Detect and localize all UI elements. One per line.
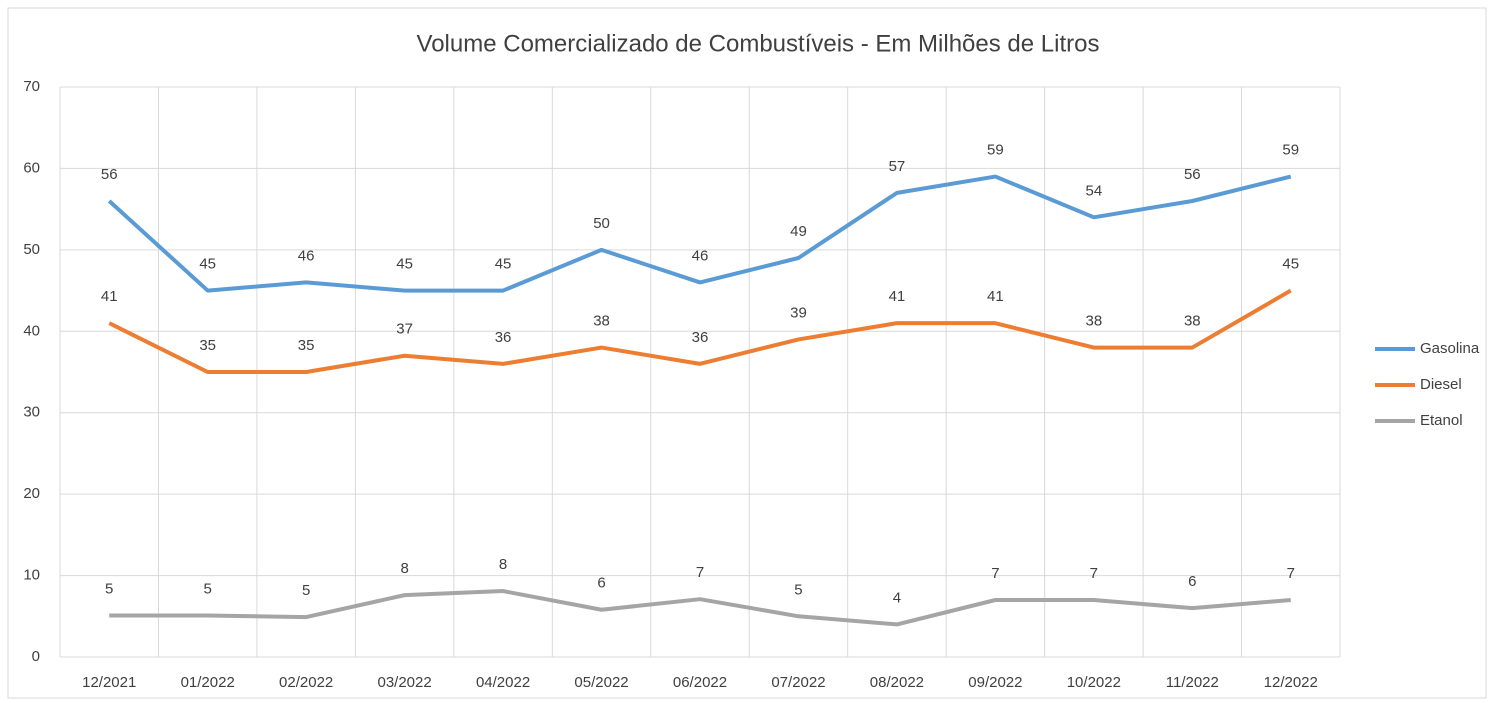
data-label: 45: [495, 256, 512, 273]
data-label: 50: [593, 215, 610, 232]
legend-label: Etanol: [1420, 412, 1463, 429]
data-label: 37: [396, 321, 413, 338]
data-label: 8: [499, 556, 507, 573]
x-tick-label: 03/2022: [377, 674, 431, 691]
x-tick-label: 07/2022: [771, 674, 825, 691]
series-line: [107, 174, 1292, 293]
series-line: [108, 288, 1292, 374]
legend-label: Gasolina: [1420, 340, 1480, 357]
data-label: 38: [1184, 313, 1201, 330]
data-label: 5: [105, 580, 113, 597]
data-label: 45: [396, 256, 413, 273]
x-tick-label: 08/2022: [870, 674, 924, 691]
x-tick-label: 10/2022: [1067, 674, 1121, 691]
data-label: 5: [302, 582, 310, 599]
data-label: 41: [889, 288, 906, 305]
data-label: 54: [1086, 182, 1103, 199]
data-label: 5: [204, 580, 212, 597]
data-label: 56: [1184, 166, 1201, 183]
y-tick-label: 50: [23, 241, 40, 258]
data-label: 49: [790, 223, 807, 240]
data-label: 36: [495, 329, 512, 346]
x-tick-label: 02/2022: [279, 674, 333, 691]
y-tick-label: 70: [23, 78, 40, 95]
y-tick-label: 30: [23, 404, 40, 421]
y-tick-label: 20: [23, 485, 40, 502]
x-tick-label: 05/2022: [574, 674, 628, 691]
data-label: 56: [101, 166, 118, 183]
x-tick-label: 06/2022: [673, 674, 727, 691]
data-label: 8: [400, 560, 408, 577]
legend-label: Diesel: [1420, 376, 1462, 393]
data-label: 7: [991, 565, 999, 582]
y-tick-label: 0: [32, 648, 40, 665]
data-label: 38: [593, 313, 610, 330]
x-tick-label: 12/2022: [1264, 674, 1318, 691]
data-label: 35: [199, 337, 216, 354]
data-label: 7: [696, 564, 704, 581]
data-label: 59: [1282, 142, 1299, 159]
series-line: [109, 589, 1291, 627]
y-tick-label: 40: [23, 322, 40, 339]
y-tick-label: 60: [23, 159, 40, 176]
data-label: 41: [987, 288, 1004, 305]
data-label: 39: [790, 304, 807, 321]
data-label: 6: [597, 575, 605, 592]
x-tick-label: 01/2022: [181, 674, 235, 691]
data-label: 7: [1287, 565, 1295, 582]
data-label: 45: [199, 256, 216, 273]
data-label: 59: [987, 142, 1004, 159]
data-label: 35: [298, 337, 315, 354]
data-label: 41: [101, 288, 118, 305]
data-label: 46: [692, 247, 709, 264]
chart-title: Volume Comercializado de Combustíveis - …: [417, 30, 1100, 57]
x-tick-label: 11/2022: [1166, 674, 1219, 691]
x-tick-label: 09/2022: [968, 674, 1022, 691]
data-label: 38: [1086, 313, 1103, 330]
data-label: 46: [298, 247, 315, 264]
data-label: 36: [692, 329, 709, 346]
data-label: 6: [1188, 573, 1196, 590]
x-tick-label: 12/2021: [82, 674, 136, 691]
x-tick-label: 04/2022: [476, 674, 530, 691]
data-label: 4: [893, 589, 901, 606]
data-label: 7: [1090, 565, 1098, 582]
data-label: 57: [889, 158, 906, 175]
data-label: 5: [794, 581, 802, 598]
data-label: 45: [1282, 256, 1299, 273]
y-tick-label: 10: [23, 567, 40, 584]
